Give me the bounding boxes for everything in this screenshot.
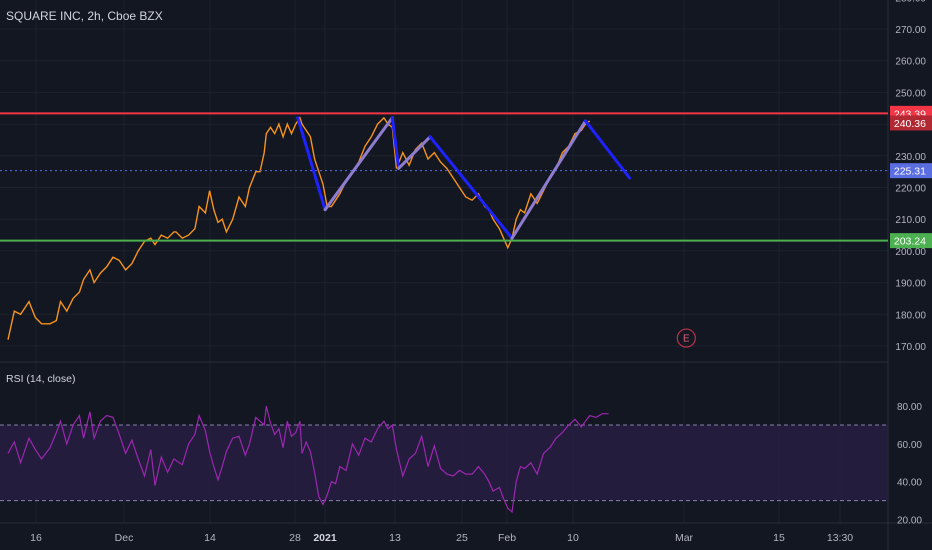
rsi-tick-label: 60.00 — [897, 440, 922, 451]
rsi-label[interactable]: RSI (14, close) — [6, 373, 75, 385]
rsi-band-lines — [0, 424, 888, 502]
time-tick-label: 28 — [289, 532, 301, 544]
time-tick-label: 10 — [567, 532, 579, 544]
trend-line[interactable] — [390, 116, 401, 170]
price-tick-label: 210.00 — [895, 215, 926, 226]
horizontal-lines-layer[interactable] — [0, 112, 888, 242]
time-tick-label: Feb — [498, 532, 516, 544]
time-tick-label: 16 — [30, 532, 42, 544]
trend-line[interactable] — [428, 135, 514, 240]
rsi-series-line — [7, 405, 609, 514]
time-tick-label: 14 — [204, 532, 216, 544]
price-badge — [890, 115, 932, 131]
earnings-marker[interactable]: E — [676, 328, 696, 348]
earnings-circle-icon[interactable] — [676, 328, 696, 348]
rsi-tick-label: 40.00 — [897, 478, 922, 489]
time-tick-label: Mar — [675, 532, 694, 544]
trend-line[interactable] — [584, 119, 632, 180]
price-tick-label: 250.00 — [895, 88, 926, 99]
price-tick-label: 200.00 — [895, 247, 926, 258]
rsi-layer — [7, 405, 609, 514]
rsi-band-fill — [0, 425, 888, 501]
price-tick-label: 220.00 — [895, 184, 926, 195]
price-tick-label: 230.00 — [895, 152, 926, 163]
price-tick-label: 260.00 — [895, 57, 926, 68]
time-tick-label: 13:30 — [827, 532, 853, 544]
rsi-tick-label: 20.00 — [897, 516, 922, 527]
time-tick-label: 15 — [773, 532, 785, 544]
price-tick-label: 180.00 — [895, 310, 926, 321]
symbol-title[interactable]: SQUARE INC, 2h, Cboe BZX — [6, 9, 163, 23]
rsi-axis[interactable]: 20.00 40.00 60.00 80.00 — [897, 402, 922, 526]
rsi-tick-label: 80.00 — [897, 402, 922, 413]
price-tick-label: 190.00 — [895, 279, 926, 290]
price-layer — [7, 116, 591, 340]
price-tick-label: 170.00 — [895, 342, 926, 353]
trend-line[interactable] — [323, 116, 394, 212]
trend-line[interactable] — [510, 119, 587, 240]
trend-layer[interactable] — [296, 116, 632, 240]
trend-line[interactable] — [296, 116, 327, 212]
price-badge-label: 203.24 — [894, 236, 926, 248]
price-badge-label: 225.31 — [894, 166, 926, 178]
price-badge-label: 240.36 — [894, 118, 926, 130]
price-tick-label: 270.00 — [895, 25, 926, 36]
trend-line[interactable] — [397, 135, 432, 170]
time-axis[interactable]: 16 Dec 14 28 2021 13 25 Feb 10 Mar 15 13:30 — [30, 532, 853, 544]
price-badge — [890, 233, 932, 249]
time-tick-label: 2021 — [313, 532, 337, 544]
time-tick-label: 25 — [456, 532, 468, 544]
time-tick-label: 13 — [389, 532, 401, 544]
price-badge — [890, 163, 932, 179]
price-axis[interactable]: 170.00 180.00 190.00 200.00 210.00 220.00 230.… — [895, 0, 926, 353]
time-tick-label: Dec — [115, 532, 134, 544]
price-tick-label: 280.00 — [895, 0, 926, 4]
price-series-line — [7, 116, 591, 340]
earnings-label: E — [683, 334, 690, 345]
